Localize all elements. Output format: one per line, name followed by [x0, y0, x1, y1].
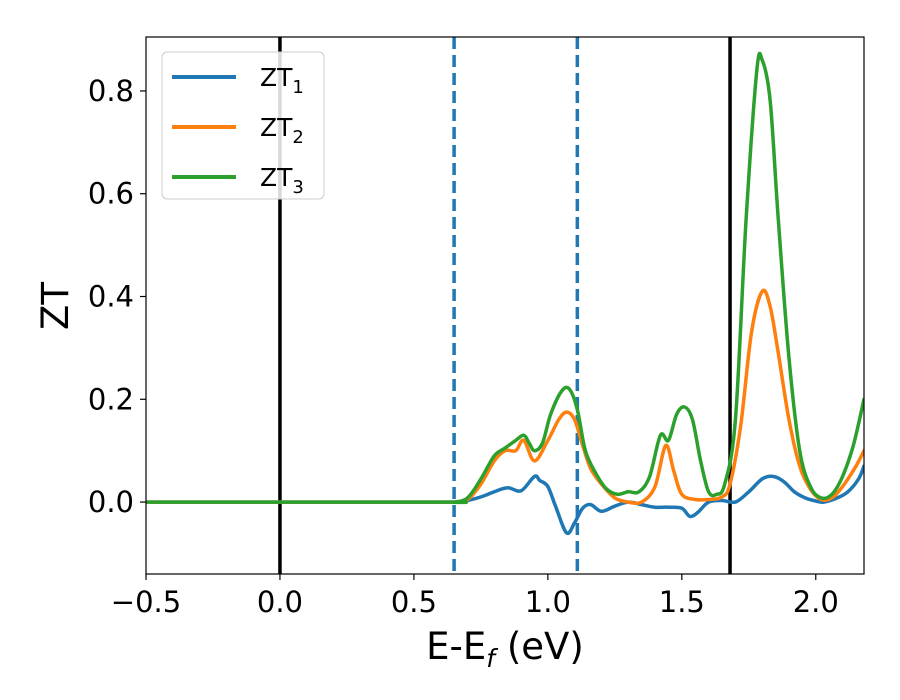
x-tick-label: 1.5	[659, 585, 705, 619]
y-axis-title: ZT	[34, 282, 77, 330]
y-tick-label: 0.0	[88, 485, 134, 519]
x-axis-title: E-Ef (eV)	[426, 625, 584, 673]
legend-label-zt2: ZT2	[260, 113, 304, 148]
series-line-zt2	[146, 288, 864, 506]
y-tick-label: 0.4	[88, 280, 134, 314]
series-line-zt1	[146, 464, 864, 536]
legend-label-zt3: ZT3	[260, 163, 304, 198]
y-tick-label: 0.2	[88, 382, 134, 416]
legend-label-zt1: ZT1	[260, 63, 304, 98]
y-axis: 0.0 0.2 0.4 0.6 0.8	[88, 74, 146, 519]
x-tick-label: 1.0	[525, 585, 571, 619]
legend-box	[161, 51, 325, 200]
x-tick-label: 0.5	[391, 585, 437, 619]
y-tick-label: 0.8	[88, 74, 134, 108]
y-tick-label: 0.6	[88, 177, 134, 211]
plot-frame	[145, 36, 865, 575]
plot-area	[146, 37, 864, 574]
x-tick-label: 2.0	[793, 585, 839, 619]
legend: ZT1 ZT2 ZT3	[161, 51, 325, 200]
x-tick-label: 0.0	[257, 585, 303, 619]
series-line-zt3	[146, 51, 864, 505]
x-axis: −0.5 0.0 0.5 1.0 1.5 2.0	[111, 574, 839, 619]
x-tick-label: −0.5	[111, 585, 181, 619]
